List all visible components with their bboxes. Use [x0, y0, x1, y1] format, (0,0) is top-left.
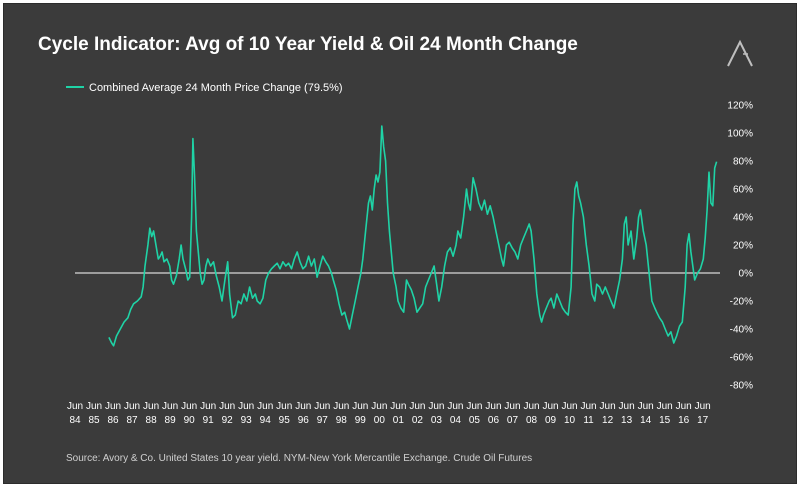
x-tick-month: Jun	[447, 401, 463, 412]
x-tick-month: Jun	[200, 401, 216, 412]
series-line	[108, 125, 718, 347]
x-tick-year: 15	[659, 415, 671, 426]
x-tick-month: Jun	[638, 401, 654, 412]
x-tick-month: Jun	[352, 401, 368, 412]
x-tick-year: 05	[469, 415, 481, 426]
y-tick-label: 80%	[733, 157, 753, 168]
x-tick-year: 86	[107, 415, 119, 426]
x-tick-year: 14	[640, 415, 652, 426]
y-tick-label: 60%	[733, 185, 753, 196]
y-tick-label: -60%	[730, 353, 753, 364]
x-tick-month: Jun	[371, 401, 387, 412]
y-tick-label: 20%	[733, 241, 753, 252]
x-tick-year: 88	[146, 415, 158, 426]
x-tick-year: 91	[203, 415, 215, 426]
x-tick-year: 08	[526, 415, 538, 426]
x-tick-year: 09	[545, 415, 557, 426]
x-tick-year: 98	[336, 415, 348, 426]
x-tick-month: Jun	[314, 401, 330, 412]
x-tick-month: Jun	[162, 401, 178, 412]
y-axis: 120% 100% 80% 60% 40% 20% 0% -20% -40% -60% -80%	[727, 101, 753, 392]
y-tick-label: 120%	[727, 101, 753, 112]
legend: Combined Average 24 Month Price Change (…	[66, 82, 343, 94]
x-tick-year: 11	[583, 415, 594, 426]
x-tick-year: 06	[488, 415, 500, 426]
x-tick-month: Jun	[542, 401, 558, 412]
x-tick-month: Jun	[504, 401, 520, 412]
x-tick-month: Jun	[86, 401, 102, 412]
x-tick-month: Jun	[219, 401, 235, 412]
x-tick-month: Jun	[523, 401, 539, 412]
x-tick-year: 16	[678, 415, 690, 426]
x-tick-month: Jun	[485, 401, 501, 412]
x-tick-month: Jun	[676, 401, 692, 412]
x-tick-month: Jun	[390, 401, 406, 412]
x-tick-month: Jun	[428, 401, 444, 412]
x-tick-year: 93	[241, 415, 253, 426]
x-tick-year: 94	[260, 415, 272, 426]
avory-logo-icon	[727, 39, 753, 67]
x-tick-year: 10	[564, 415, 576, 426]
chart-panel: Cycle Indicator: Avg of 10 Year Yield & …	[3, 3, 797, 484]
x-tick-month: Jun	[409, 401, 425, 412]
y-tick-label: 0%	[739, 269, 754, 280]
x-tick-month: Jun	[600, 401, 616, 412]
x-tick-month: Jun	[466, 401, 482, 412]
x-tick-month: Jun	[333, 401, 349, 412]
x-tick-year: 95	[279, 415, 291, 426]
x-tick-month: Jun	[295, 401, 311, 412]
y-tick-label: -20%	[730, 297, 753, 308]
x-tick-month: Jun	[124, 401, 140, 412]
x-tick-year: 92	[222, 415, 234, 426]
x-tick-year: 01	[393, 415, 405, 426]
x-tick-year: 96	[298, 415, 310, 426]
x-tick-month: Jun	[105, 401, 121, 412]
y-tick-label: 100%	[727, 129, 753, 140]
x-tick-month: Jun	[619, 401, 635, 412]
x-tick-year: 97	[317, 415, 329, 426]
x-tick-month: Jun	[181, 401, 197, 412]
x-axis: Jun 84 Jun 85 Jun 86 Jun 87 Jun 88 Jun 89 Jun 90 Jun 91…	[67, 401, 711, 426]
x-tick-year: 03	[431, 415, 443, 426]
source-note: Source: Avory & Co. United States 10 yea…	[66, 453, 533, 464]
x-tick-month: Jun	[657, 401, 673, 412]
x-tick-month: Jun	[143, 401, 159, 412]
x-tick-year: 12	[602, 415, 614, 426]
x-tick-year: 02	[412, 415, 424, 426]
x-tick-year: 90	[184, 415, 196, 426]
x-tick-year: 84	[69, 415, 81, 426]
x-tick-month: Jun	[276, 401, 292, 412]
x-tick-year: 99	[355, 415, 367, 426]
x-tick-month: Jun	[581, 401, 597, 412]
chart-title: Cycle Indicator: Avg of 10 Year Yield & …	[38, 34, 578, 55]
x-tick-year: 13	[621, 415, 633, 426]
x-tick-month: Jun	[695, 401, 711, 412]
x-tick-year: 17	[697, 415, 709, 426]
x-tick-year: 04	[450, 415, 462, 426]
legend-label: Combined Average 24 Month Price Change (…	[89, 82, 343, 94]
x-tick-year: 00	[374, 415, 386, 426]
y-tick-label: -40%	[730, 325, 753, 336]
x-tick-month: Jun	[561, 401, 577, 412]
y-tick-label: -80%	[730, 381, 753, 392]
x-tick-year: 87	[127, 415, 139, 426]
x-tick-month: Jun	[238, 401, 254, 412]
y-tick-label: 40%	[733, 213, 753, 224]
x-tick-year: 89	[165, 415, 177, 426]
x-tick-month: Jun	[257, 401, 273, 412]
x-tick-year: 07	[507, 415, 519, 426]
x-tick-year: 85	[88, 415, 100, 426]
x-tick-month: Jun	[67, 401, 83, 412]
